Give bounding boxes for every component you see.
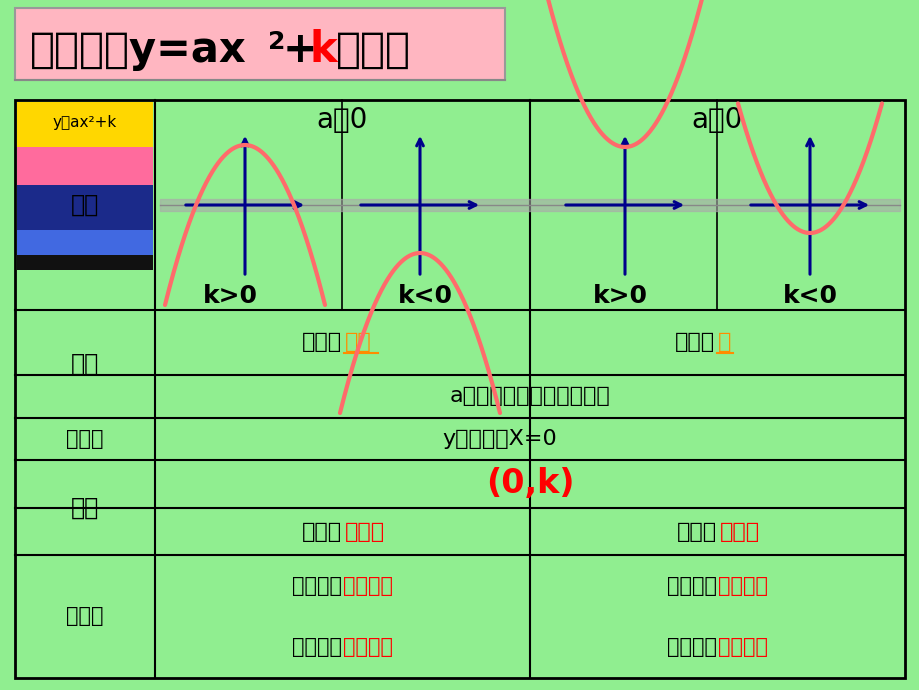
Text: (0,k): (0,k) xyxy=(485,468,573,500)
Bar xyxy=(17,255,153,270)
Text: 2: 2 xyxy=(267,30,285,54)
Text: 在对称轴: 在对称轴 xyxy=(292,638,342,658)
Text: 在对称轴: 在对称轴 xyxy=(292,575,342,595)
Text: a＞0: a＞0 xyxy=(316,106,368,134)
Text: y轴或直线X=0: y轴或直线X=0 xyxy=(442,429,557,449)
Text: 顶点是: 顶点是 xyxy=(302,522,342,542)
Text: +: + xyxy=(283,29,317,71)
Bar xyxy=(15,100,904,678)
Text: 顶点: 顶点 xyxy=(71,495,99,520)
Text: y＝ax²+k: y＝ax²+k xyxy=(52,115,117,130)
Text: 对称轴: 对称轴 xyxy=(66,429,104,449)
Text: 左侧递增: 左侧递增 xyxy=(718,575,767,595)
Text: 右侧递减: 右侧递减 xyxy=(718,638,767,658)
Text: 向上: 向上 xyxy=(344,333,371,353)
FancyBboxPatch shape xyxy=(15,8,505,80)
Text: 下: 下 xyxy=(717,333,730,353)
Text: 左侧递减: 左侧递减 xyxy=(343,575,393,595)
Text: 增减性: 增减性 xyxy=(66,607,104,627)
Bar xyxy=(17,230,153,255)
Text: 在对称轴: 在对称轴 xyxy=(667,638,717,658)
Text: 最低点: 最低点 xyxy=(344,522,384,542)
Text: 二次函数y=ax: 二次函数y=ax xyxy=(30,29,246,71)
Text: 开口: 开口 xyxy=(71,352,99,376)
Text: a＜0: a＜0 xyxy=(691,106,743,134)
Bar xyxy=(17,102,153,147)
Text: 图象: 图象 xyxy=(71,193,99,217)
Text: k>0: k>0 xyxy=(592,284,647,308)
Text: 在对称轴: 在对称轴 xyxy=(667,575,717,595)
Text: 的性质: 的性质 xyxy=(335,29,411,71)
Text: k>0: k>0 xyxy=(202,284,257,308)
Text: k: k xyxy=(310,29,337,71)
Text: a的绝对值越大，开口越小: a的绝对值越大，开口越小 xyxy=(449,386,609,406)
Bar xyxy=(17,185,153,230)
Text: k<0: k<0 xyxy=(397,284,452,308)
Text: 开口向: 开口向 xyxy=(675,333,715,353)
Bar xyxy=(17,147,153,185)
Text: k<0: k<0 xyxy=(782,284,836,308)
Text: 顶点是: 顶点是 xyxy=(676,522,717,542)
Text: 开口向: 开口向 xyxy=(302,333,342,353)
Text: 右侧递增: 右侧递增 xyxy=(343,638,393,658)
Text: 最高点: 最高点 xyxy=(719,522,759,542)
